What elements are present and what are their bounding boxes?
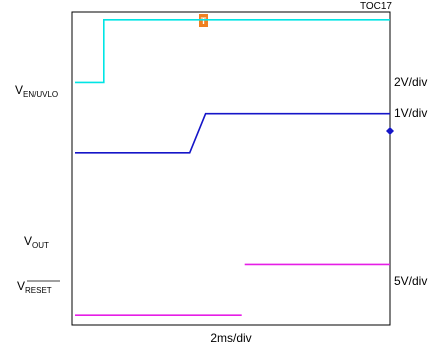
chart-title: TOC17 (360, 1, 392, 12)
level-marker-icon (386, 127, 394, 135)
x-axis-label: 2ms/div (210, 331, 251, 345)
plot-frame (71, 11, 391, 326)
label-vreset: VRESET (17, 279, 52, 295)
series-out-reset (75, 263, 390, 316)
series-en-uvlo (75, 19, 390, 84)
series-pgood (75, 112, 390, 154)
label-vout: VOUT (24, 234, 49, 250)
scale-en-uvlo: 2V/div (394, 75, 427, 89)
scale-pgood: 1V/div (394, 106, 427, 120)
label-en-uvlo: VEN/UVLO (15, 83, 58, 99)
scale-out-reset: 5V/div (394, 274, 427, 288)
trigger-marker-label: T (201, 16, 207, 26)
